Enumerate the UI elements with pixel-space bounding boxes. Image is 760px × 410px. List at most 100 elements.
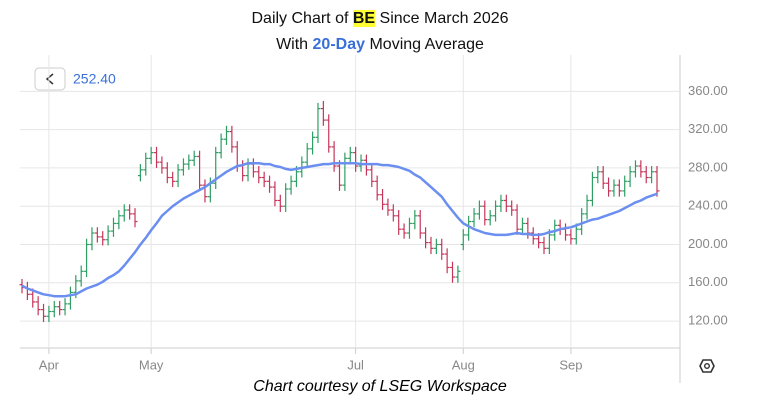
ohlc-bar (105, 225, 111, 246)
ohlc-bar (121, 204, 127, 222)
ohlc-bar (589, 171, 595, 207)
ohlc-bar (622, 175, 628, 197)
ohlc-bar (557, 219, 563, 235)
x-tick-label: Aug (452, 357, 475, 372)
y-tick-label: 360.00 (688, 83, 728, 98)
ohlc-bar (283, 183, 289, 212)
ohlc-bar (342, 152, 348, 191)
grid (20, 55, 680, 348)
title-part: Daily Chart of (251, 10, 349, 27)
ohlc-bar (380, 188, 386, 211)
ohlc-bar (94, 227, 100, 243)
ohlc-bar (579, 208, 585, 235)
y-tick-label: 280.00 (688, 159, 728, 174)
ohlc-bar (471, 208, 477, 228)
ohlc-bar (654, 166, 660, 197)
subtitle-part: With (276, 36, 309, 53)
ohlc-bar (439, 238, 445, 260)
ohlc-bar (649, 166, 655, 184)
ohlc-bar (369, 164, 375, 188)
ohlc-bar (514, 204, 520, 235)
ohlc-bar (132, 208, 138, 228)
ohlc-bar (326, 114, 332, 153)
title-part: BE (352, 10, 376, 27)
ohlc-bar (337, 160, 342, 191)
moving-average-line (21, 161, 658, 298)
y-tick-label: 160.00 (688, 274, 728, 289)
ohlc-bar (503, 194, 509, 212)
back-button[interactable] (34, 67, 66, 91)
ohlc-bar (127, 204, 133, 220)
ohlc-bar (627, 166, 633, 188)
ohlc-bar (509, 200, 515, 216)
ohlc-bar (245, 158, 251, 182)
ohlc-bar (202, 179, 208, 203)
ohlc-bar (310, 131, 316, 155)
ohlc-bar (331, 141, 337, 172)
ohlc-bar (267, 175, 273, 193)
ohlc-bar (353, 146, 359, 172)
ohlc-bar (261, 171, 267, 188)
ohlc-bar (466, 215, 472, 241)
y-tick-label: 120.00 (688, 313, 728, 328)
y-tick-label: 240.00 (688, 198, 728, 213)
ohlc-bar (347, 146, 353, 165)
ohlc-bar (159, 156, 165, 174)
ohlc-bar (584, 194, 590, 220)
back-icon (45, 73, 54, 85)
ohlc-bar (175, 164, 181, 188)
ohlc-bar (288, 175, 294, 195)
ohlc-bar (320, 100, 326, 126)
ohlc-bar (35, 296, 41, 316)
ohlc-bar (51, 300, 57, 318)
ohlc-bar (428, 236, 434, 255)
ohlc-bar (170, 171, 176, 188)
ohlc-bar (57, 300, 63, 316)
ohlc-bar (444, 248, 450, 274)
ohlc-bar (67, 286, 73, 310)
ohlc-bar (611, 179, 617, 197)
ohlc-bar (78, 265, 84, 287)
ohlc-bar (100, 231, 106, 246)
ohlc-bar (186, 154, 192, 170)
ohlc-bar (148, 146, 154, 165)
ohlc-bar (62, 298, 68, 316)
ohlc-bar (406, 217, 412, 239)
x-tick-label: Apr (39, 357, 60, 372)
ohlc-bar (41, 303, 47, 323)
ohlc-bar (450, 261, 456, 283)
ohlc-bar (213, 146, 219, 189)
ohlc-bar (46, 305, 52, 323)
ohlc-bar (525, 217, 531, 239)
settings-icon (704, 363, 711, 370)
ohlc-bar (541, 236, 547, 255)
ohlc-bar (24, 281, 30, 301)
ohlc-bar (143, 152, 149, 176)
ohlc-bar (638, 160, 644, 178)
ohlc-bar (573, 223, 579, 245)
ohlc-bar (197, 150, 203, 191)
ohlc-bar (315, 102, 321, 144)
ohlc-bar (643, 166, 649, 184)
ohlc-bar (632, 160, 638, 178)
ohlc-bar (164, 162, 170, 184)
subtitle-part: 20-Day (312, 36, 366, 53)
settings-icon (699, 359, 715, 373)
ohlc-bar (191, 150, 197, 167)
ohlc-bar (568, 229, 574, 245)
ohlc-bar (487, 210, 493, 226)
ohlc-bar (390, 204, 396, 222)
subtitle: With 20-Day Moving Average (0, 36, 760, 54)
ohlc-bar (460, 229, 466, 251)
x-tick-label: Sep (559, 357, 582, 372)
readout: 252.40 (73, 71, 116, 87)
settings-button[interactable] (699, 359, 715, 373)
ohlc-bar (563, 223, 569, 241)
ohlc-bar (154, 146, 160, 168)
title: Daily Chart of BE Since March 2026 (0, 10, 760, 28)
ohlc-bar (396, 210, 402, 235)
ohlc-bar (180, 158, 186, 176)
ohlc-bar (256, 166, 262, 184)
ohlc-bar (385, 198, 391, 216)
